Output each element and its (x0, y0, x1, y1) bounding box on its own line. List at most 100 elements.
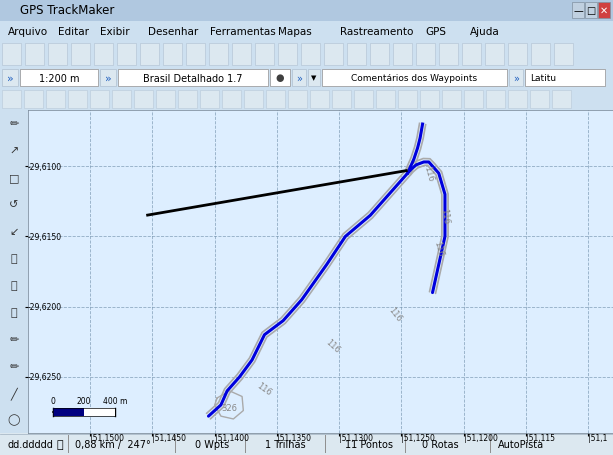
Bar (531, 44, 550, 66)
Bar (222, 91, 241, 109)
Bar (486, 91, 505, 109)
Text: »: » (7, 73, 13, 83)
Text: |51,1: |51,1 (588, 433, 607, 442)
Text: 0,88 km /  247°: 0,88 km / 247° (75, 439, 151, 449)
Bar (255, 44, 274, 66)
Text: ✏: ✏ (9, 119, 18, 129)
Bar (48, 44, 67, 66)
Bar (490, 435, 491, 453)
Text: 116: 116 (324, 338, 342, 355)
Text: □: □ (9, 173, 19, 183)
Bar (405, 435, 406, 453)
Text: 116: 116 (432, 239, 445, 257)
Bar (324, 44, 343, 66)
Text: ▼: ▼ (311, 76, 317, 81)
Text: Rastreamento: Rastreamento (340, 27, 413, 37)
Text: »: » (296, 73, 302, 83)
Text: dd.ddddd: dd.ddddd (8, 439, 54, 449)
Bar (552, 91, 571, 109)
Bar (46, 91, 65, 109)
Text: 0: 0 (50, 396, 55, 405)
Text: 0 Rotas: 0 Rotas (422, 439, 459, 449)
Bar (278, 44, 297, 66)
Bar (442, 91, 461, 109)
Text: 1 Trilhas: 1 Trilhas (265, 439, 306, 449)
Bar (354, 91, 373, 109)
Text: ◯: ◯ (8, 414, 20, 425)
Text: —: — (573, 6, 583, 16)
Bar (134, 91, 153, 109)
Text: Ajuda: Ajuda (470, 27, 500, 37)
Bar (325, 435, 326, 453)
Bar (485, 44, 504, 66)
Text: 0 Wpts: 0 Wpts (195, 439, 229, 449)
Text: ↺: ↺ (9, 200, 18, 210)
Text: |51,1250: |51,1250 (402, 433, 435, 442)
Text: ╱: ╱ (10, 386, 17, 399)
Bar (209, 44, 228, 66)
Text: Exibir: Exibir (100, 27, 129, 37)
Bar (347, 44, 366, 66)
Bar (2, 44, 21, 66)
Bar (175, 435, 176, 453)
Bar (20, 70, 98, 87)
Bar (530, 91, 549, 109)
Text: Mapas: Mapas (278, 27, 312, 37)
Bar (393, 44, 412, 66)
Bar (572, 3, 584, 19)
Bar (140, 44, 159, 66)
Bar (71, 44, 90, 66)
Text: 1:200 m: 1:200 m (39, 73, 79, 83)
Bar (84, 408, 115, 416)
Bar (416, 44, 435, 66)
Text: ↗: ↗ (9, 146, 18, 156)
Bar (398, 91, 417, 109)
Bar (53, 408, 84, 416)
Text: |51,1200: |51,1200 (463, 433, 498, 442)
Text: |51,115: |51,115 (526, 433, 555, 442)
Text: |51,1350: |51,1350 (277, 433, 311, 442)
Bar (117, 44, 136, 66)
Bar (68, 435, 69, 453)
Bar (508, 91, 527, 109)
Text: GPS TrackMaker: GPS TrackMaker (20, 5, 115, 17)
Text: ●: ● (276, 73, 284, 83)
Text: AutoPista: AutoPista (498, 439, 544, 449)
Text: |51,1300: |51,1300 (339, 433, 373, 442)
Bar (310, 91, 329, 109)
Bar (462, 44, 481, 66)
Text: Latitu: Latitu (530, 74, 556, 83)
Text: Desenhar: Desenhar (148, 27, 198, 37)
Bar (245, 435, 246, 453)
Bar (100, 70, 116, 87)
Text: □: □ (587, 6, 596, 16)
Text: 🌍: 🌍 (56, 439, 63, 449)
Bar (163, 44, 182, 66)
Bar (90, 91, 109, 109)
Bar (554, 44, 573, 66)
Bar (24, 91, 43, 109)
Text: ✕: ✕ (600, 6, 608, 16)
Text: 116: 116 (256, 380, 273, 396)
Bar (464, 91, 483, 109)
Text: 400 m: 400 m (103, 396, 128, 405)
Bar (292, 70, 306, 87)
Text: Ferramentas: Ferramentas (210, 27, 276, 37)
Text: ↙: ↙ (9, 227, 18, 237)
Bar (118, 70, 268, 87)
Bar (322, 70, 507, 87)
Bar (244, 91, 263, 109)
Bar (266, 91, 285, 109)
Text: Comentários dos Waypoints: Comentários dos Waypoints (351, 74, 477, 83)
Bar (178, 91, 197, 109)
Text: 116: 116 (440, 207, 451, 224)
Text: ✏: ✏ (9, 334, 18, 344)
Bar (376, 91, 395, 109)
Text: 116: 116 (387, 305, 403, 323)
Bar (288, 91, 307, 109)
Text: -29,6150: -29,6150 (28, 233, 62, 241)
Text: -29,6250: -29,6250 (28, 373, 62, 381)
Text: »: » (105, 73, 112, 83)
Text: 200: 200 (77, 396, 91, 405)
Bar (186, 44, 205, 66)
